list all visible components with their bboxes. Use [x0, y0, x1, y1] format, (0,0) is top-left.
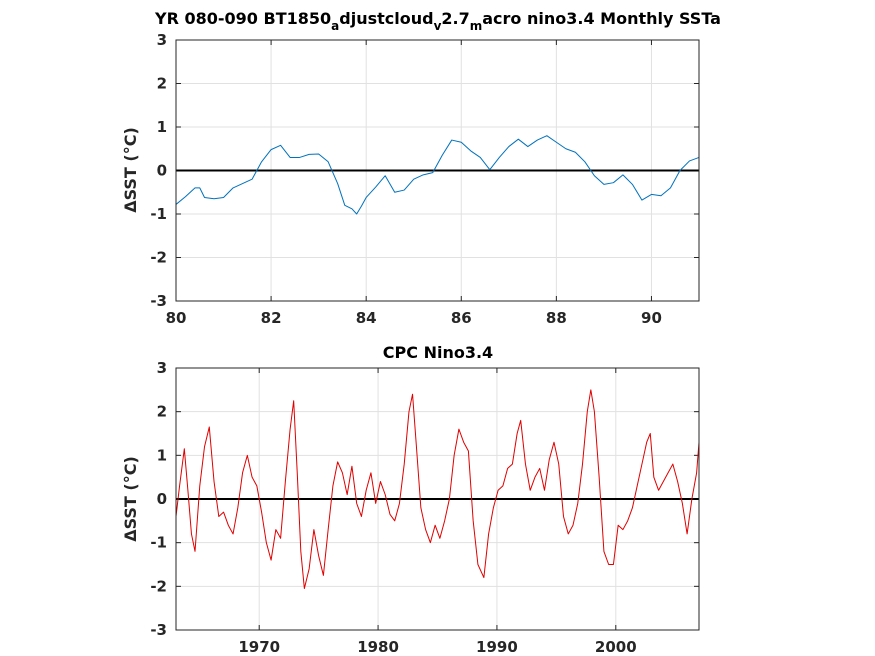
x-tick-label: 88 [546, 309, 567, 327]
x-tick-label: 84 [356, 309, 377, 327]
title-segment: CPC Nino3.4 [383, 343, 493, 362]
x-tick-label: 80 [166, 309, 187, 327]
title-subscript: a [331, 19, 339, 33]
y-tick-label: -2 [150, 577, 167, 595]
x-tick-label: 1970 [238, 638, 280, 656]
x-tick-label: 1990 [476, 638, 518, 656]
y-tick-label: -3 [150, 292, 167, 310]
y-tick-label: 1 [157, 118, 167, 136]
y-tick-label: 3 [157, 359, 167, 377]
y-tick-label: -1 [150, 205, 167, 223]
title-subscript: m [470, 19, 483, 33]
y-tick-label: 2 [157, 403, 167, 421]
top-series-group [175, 135, 700, 215]
x-tick-label: 82 [261, 309, 282, 327]
title-segment: YR 080-090 BT1850 [154, 9, 331, 28]
top-panel: 80 82 84 86 88 90 -3 -2 -1 0 1 2 3 ΔSST (°C) YR 080… [121, 9, 721, 327]
x-tick-label: 1980 [357, 638, 399, 656]
y-tick-label: 0 [157, 162, 167, 180]
y-tick-label: -1 [150, 534, 167, 552]
series-line [175, 389, 700, 590]
top-y-axis-label: ΔSST (°C) [121, 127, 140, 213]
bottom-y-tick-labels: -3 -2 -1 0 1 2 3 [150, 359, 167, 639]
bottom-x-tick-labels: 1970 1980 1990 2000 [238, 638, 636, 656]
bottom-plot-frame [175, 367, 700, 631]
y-tick-label: -3 [150, 621, 167, 639]
y-tick-label: 0 [157, 490, 167, 508]
y-tick-label: 2 [157, 75, 167, 93]
bottom-y-axis-label: ΔSST (°C) [121, 456, 140, 542]
title-segment: acro nino3.4 Monthly SSTa [482, 9, 721, 28]
top-chart-title: YR 080-090 BT1850adjustcloudv2.7macro ni… [154, 9, 721, 33]
bottom-panel: 1970 1980 1990 2000 -3 -2 -1 0 1 2 3 ΔSST (°C) CP… [121, 343, 700, 656]
top-y-tick-labels: -3 -2 -1 0 1 2 3 [150, 31, 167, 310]
x-tick-label: 90 [641, 309, 662, 327]
top-x-tick-labels: 80 82 84 86 88 90 [166, 309, 662, 327]
title-segment: djustcloud [339, 9, 433, 28]
title-subscript: v [434, 19, 442, 33]
x-tick-label: 2000 [595, 638, 637, 656]
y-tick-label: 1 [157, 446, 167, 464]
x-tick-label: 86 [451, 309, 472, 327]
title-segment: 2.7 [441, 9, 469, 28]
bottom-chart-title: CPC Nino3.4 [383, 343, 493, 362]
bottom-series-group [175, 389, 700, 590]
y-tick-label: 3 [157, 31, 167, 49]
top-plot-frame [175, 39, 700, 302]
series-line [175, 135, 700, 215]
y-tick-label: -2 [150, 249, 167, 267]
